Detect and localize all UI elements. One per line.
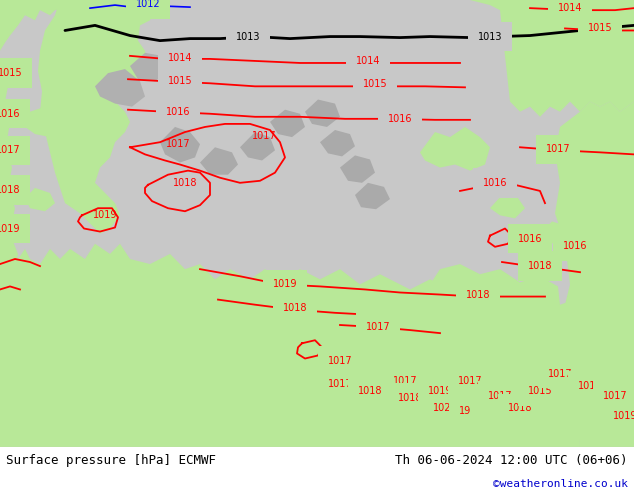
Polygon shape: [320, 130, 355, 156]
Polygon shape: [0, 244, 580, 447]
Text: 1016: 1016: [518, 234, 542, 244]
Polygon shape: [38, 0, 155, 234]
Text: 1016: 1016: [0, 109, 20, 119]
Text: 1014: 1014: [168, 53, 192, 63]
Polygon shape: [130, 53, 168, 81]
Text: 1018: 1018: [527, 261, 552, 271]
Text: 1013: 1013: [236, 31, 260, 42]
Text: 1018: 1018: [466, 290, 490, 299]
Text: 1019: 1019: [273, 279, 297, 290]
Polygon shape: [270, 110, 305, 137]
Text: 1015: 1015: [363, 79, 387, 89]
Polygon shape: [160, 127, 200, 163]
Text: 1017: 1017: [165, 139, 190, 149]
Polygon shape: [95, 69, 145, 107]
Text: 1017: 1017: [458, 376, 482, 386]
Text: 1016: 1016: [388, 114, 412, 124]
Text: 1017: 1017: [603, 391, 627, 401]
Polygon shape: [555, 101, 634, 447]
Polygon shape: [430, 264, 560, 315]
Polygon shape: [540, 221, 568, 244]
Polygon shape: [0, 0, 25, 447]
Text: 1012: 1012: [136, 0, 160, 9]
Text: 1016: 1016: [482, 178, 507, 188]
Text: 1015: 1015: [0, 68, 22, 78]
Text: 1019: 1019: [428, 386, 452, 396]
Text: 1018: 1018: [398, 393, 422, 403]
Text: 1013: 1013: [478, 31, 502, 42]
Text: 1016: 1016: [165, 107, 190, 117]
Text: 1017: 1017: [578, 381, 602, 391]
Polygon shape: [340, 155, 375, 183]
Polygon shape: [310, 404, 342, 427]
Polygon shape: [20, 107, 75, 137]
Text: 1017: 1017: [392, 376, 417, 386]
Polygon shape: [420, 127, 490, 171]
Text: 1016: 1016: [563, 241, 587, 251]
Polygon shape: [490, 195, 525, 219]
Text: 1018: 1018: [0, 185, 20, 195]
Polygon shape: [305, 99, 340, 127]
Text: 1017: 1017: [328, 356, 353, 366]
Text: 1019: 1019: [0, 223, 20, 234]
Text: 1015: 1015: [527, 386, 552, 396]
Text: 19: 19: [459, 406, 471, 416]
Text: 1018: 1018: [358, 386, 382, 396]
Polygon shape: [355, 183, 390, 209]
Text: 1019: 1019: [612, 412, 634, 421]
Text: 1019: 1019: [93, 210, 117, 221]
Text: 1014: 1014: [356, 56, 380, 66]
Text: 1017: 1017: [366, 322, 391, 332]
Text: 1017: 1017: [0, 146, 20, 155]
Text: 1017: 1017: [488, 391, 512, 401]
Polygon shape: [240, 132, 275, 160]
Text: 1018: 1018: [508, 403, 533, 413]
Polygon shape: [430, 0, 634, 117]
Polygon shape: [200, 147, 238, 175]
Text: 1015: 1015: [588, 24, 612, 33]
Text: 1017: 1017: [328, 379, 353, 389]
Text: 1020: 1020: [432, 403, 457, 413]
Text: Surface pressure [hPa] ECMWF: Surface pressure [hPa] ECMWF: [6, 454, 216, 467]
Text: 1015: 1015: [167, 76, 192, 86]
Text: ©weatheronline.co.uk: ©weatheronline.co.uk: [493, 479, 628, 489]
Text: 1017: 1017: [546, 144, 571, 154]
Text: 1018: 1018: [283, 303, 307, 313]
Polygon shape: [25, 188, 55, 211]
Polygon shape: [360, 374, 400, 401]
Text: 1018: 1018: [172, 178, 197, 188]
Text: Th 06-06-2024 12:00 UTC (06+06): Th 06-06-2024 12:00 UTC (06+06): [395, 454, 628, 467]
Text: 1014: 1014: [558, 3, 582, 13]
Text: 1017: 1017: [252, 131, 276, 141]
Polygon shape: [0, 0, 100, 51]
Text: 1017: 1017: [548, 369, 573, 379]
